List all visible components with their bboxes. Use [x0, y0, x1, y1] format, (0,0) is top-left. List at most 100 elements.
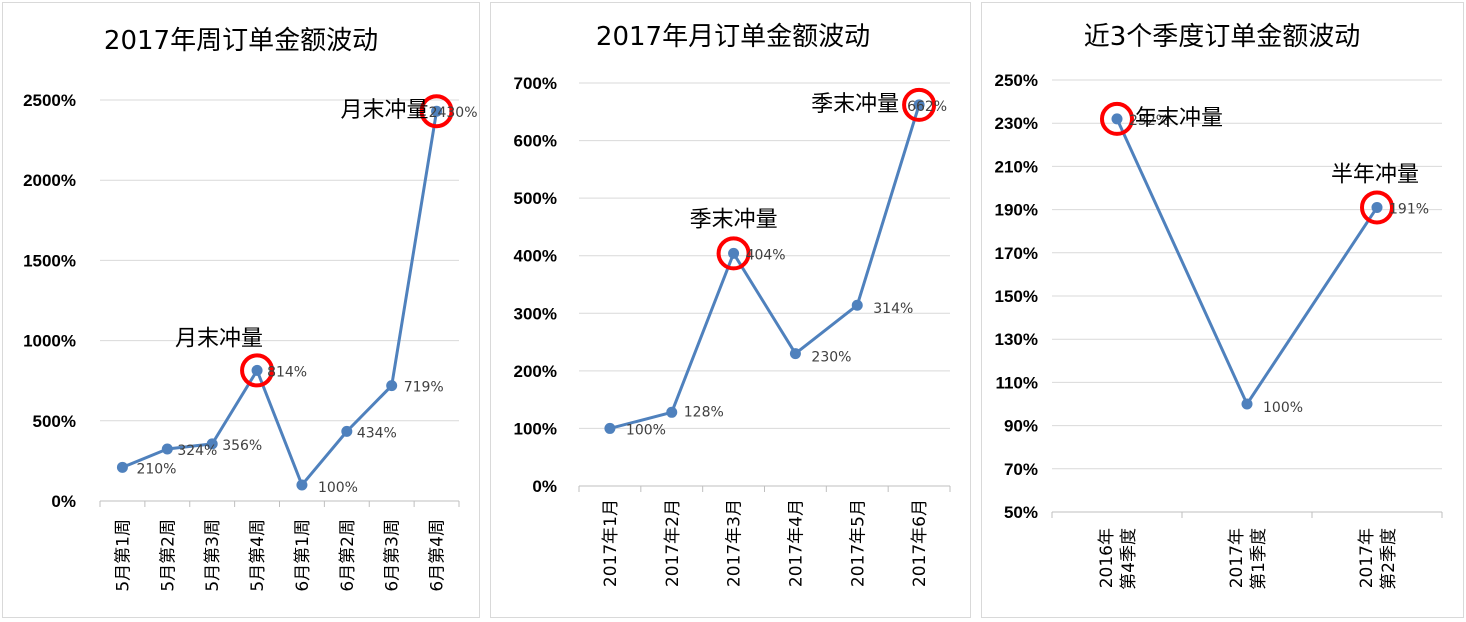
y-tick-label: 250% — [995, 71, 1038, 90]
data-label: 128% — [684, 404, 724, 420]
x-tick-label-line: 第2季度 — [1379, 528, 1399, 590]
x-tick-label: 6月第2周 — [338, 519, 358, 592]
x-tick-label-line: 2016年 — [1097, 528, 1117, 588]
y-tick-label: 50% — [1004, 503, 1038, 522]
data-point — [913, 99, 925, 111]
data-label: 100% — [626, 422, 666, 438]
y-tick-label: 500% — [33, 412, 76, 431]
y-tick-label: 2000% — [23, 171, 76, 190]
data-label: 232% — [1129, 113, 1169, 129]
data-point — [206, 438, 218, 450]
x-tick-label: 2017年 第2季度 — [1357, 528, 1399, 590]
y-tick-label: 500% — [514, 189, 557, 208]
x-tick-label: 2017年6月 — [910, 499, 930, 587]
annotation-label: 月末冲量 — [175, 326, 263, 351]
data-label: 719% — [404, 380, 444, 396]
data-point — [728, 247, 740, 259]
highlight-circle — [240, 353, 275, 388]
x-tick-label: 5月第4周 — [248, 519, 268, 592]
data-label: 662% — [907, 99, 947, 115]
y-tick-label: 0% — [51, 492, 76, 511]
data-point — [666, 406, 678, 418]
chart-title: 2017年周订单金额波动 — [104, 26, 378, 56]
y-tick-label: 700% — [514, 74, 557, 93]
highlight-circle — [1100, 101, 1134, 136]
y-tick-label: 190% — [995, 201, 1038, 220]
y-tick-label: 150% — [995, 287, 1038, 306]
data-label: 314% — [873, 301, 913, 317]
data-label: 814% — [267, 364, 307, 380]
chart-quarterly-svg: 近3个季度订单金额波动 50% 70% 90% 110% 130% 150% 170% 190%… — [995, 22, 1443, 590]
highlight-circle — [1360, 190, 1394, 225]
data-label: 230% — [811, 350, 851, 366]
chart-monthly-svg: 2017年月订单金额波动 0% 100% 200% 300% 400% 500% 600% 70… — [514, 22, 951, 587]
x-tick-label: 2017年4月 — [786, 499, 806, 587]
data-point — [251, 364, 263, 376]
y-tick-label: 400% — [514, 247, 557, 266]
data-label: 356% — [222, 438, 262, 454]
x-tick-label-line: 2017年 — [1227, 528, 1247, 588]
annotation-label: 季末冲量 — [690, 207, 778, 232]
annotation-label: 季末冲量 — [811, 92, 899, 117]
chart-panel-weekly: 2017年周订单金额波动 0% 500% 1000% 1500% 2000% 2500% 5月… — [2, 2, 480, 618]
x-tick-label-line: 第4季度 — [1119, 528, 1139, 590]
data-label: 100% — [318, 480, 358, 496]
data-label: 324% — [177, 443, 217, 459]
data-label: 434% — [357, 425, 397, 441]
data-label: 210% — [136, 461, 176, 477]
y-tick-label: 210% — [995, 157, 1038, 176]
data-label: 2430% — [429, 105, 478, 121]
y-tick-label: 200% — [514, 362, 557, 381]
y-tick-label: 100% — [514, 419, 557, 438]
data-label: 100% — [1263, 400, 1303, 416]
data-label: 191% — [1389, 201, 1429, 217]
x-tick-label: 6月第1周 — [293, 519, 313, 592]
annotation-label: 半年冲量 — [1331, 162, 1419, 187]
y-tick-label: 230% — [995, 114, 1038, 133]
data-point — [341, 425, 353, 437]
data-point — [851, 299, 863, 311]
data-point — [161, 443, 173, 455]
x-tick-label: 5月第1周 — [113, 519, 133, 592]
y-tick-label: 110% — [995, 373, 1038, 392]
x-tick-label: 2017年1月 — [601, 499, 621, 587]
data-point — [431, 105, 443, 117]
y-tick-label: 1500% — [23, 251, 76, 270]
series-line — [609, 104, 921, 430]
x-tick-label: 2017年3月 — [725, 499, 745, 587]
annotation-label: 年末冲量 — [1135, 106, 1223, 131]
data-point — [116, 461, 128, 473]
series-line — [121, 110, 439, 487]
chart-title: 近3个季度订单金额波动 — [1084, 22, 1361, 52]
chart-weekly-svg: 2017年周订单金额波动 0% 500% 1000% 1500% 2000% 2500% 5月… — [23, 26, 478, 592]
y-tick-label: 600% — [514, 132, 557, 151]
y-tick-label: 170% — [995, 244, 1038, 263]
x-tick-label: 5月第3周 — [203, 519, 223, 592]
data-point — [1241, 398, 1253, 410]
y-tick-label: 2500% — [23, 91, 76, 110]
y-tick-label: 300% — [514, 304, 557, 323]
y-tick-label: 90% — [1004, 417, 1038, 436]
x-tick-label: 5月第2周 — [158, 519, 178, 592]
x-tick-label: 2017年2月 — [663, 499, 683, 587]
data-label: 404% — [746, 247, 786, 263]
y-tick-label: 70% — [1004, 460, 1038, 479]
x-tick-label: 2016年 第4季度 — [1097, 528, 1139, 590]
data-point — [386, 380, 398, 392]
data-point — [296, 479, 308, 491]
x-tick-label: 2017年 第1季度 — [1227, 528, 1269, 590]
x-tick-label-line: 2017年 — [1357, 528, 1377, 588]
data-point — [604, 422, 616, 434]
y-tick-label: 130% — [995, 330, 1038, 349]
y-tick-label: 0% — [532, 477, 557, 496]
y-tick-label: 1000% — [23, 332, 76, 351]
data-point — [1371, 201, 1383, 213]
x-tick-label-line: 第1季度 — [1249, 528, 1269, 590]
highlight-circle — [419, 94, 454, 129]
x-tick-label: 6月第4周 — [428, 519, 448, 592]
x-tick-label: 2017年5月 — [848, 499, 868, 587]
chart-panel-quarterly: 近3个季度订单金额波动 50% 70% 90% 110% 130% 150% 170% 190%… — [981, 2, 1464, 618]
chart-panel-monthly: 2017年月订单金额波动 0% 100% 200% 300% 400% 500% 600% 70… — [490, 2, 971, 618]
data-point — [1111, 113, 1123, 125]
x-tick-label: 6月第3周 — [383, 519, 403, 592]
